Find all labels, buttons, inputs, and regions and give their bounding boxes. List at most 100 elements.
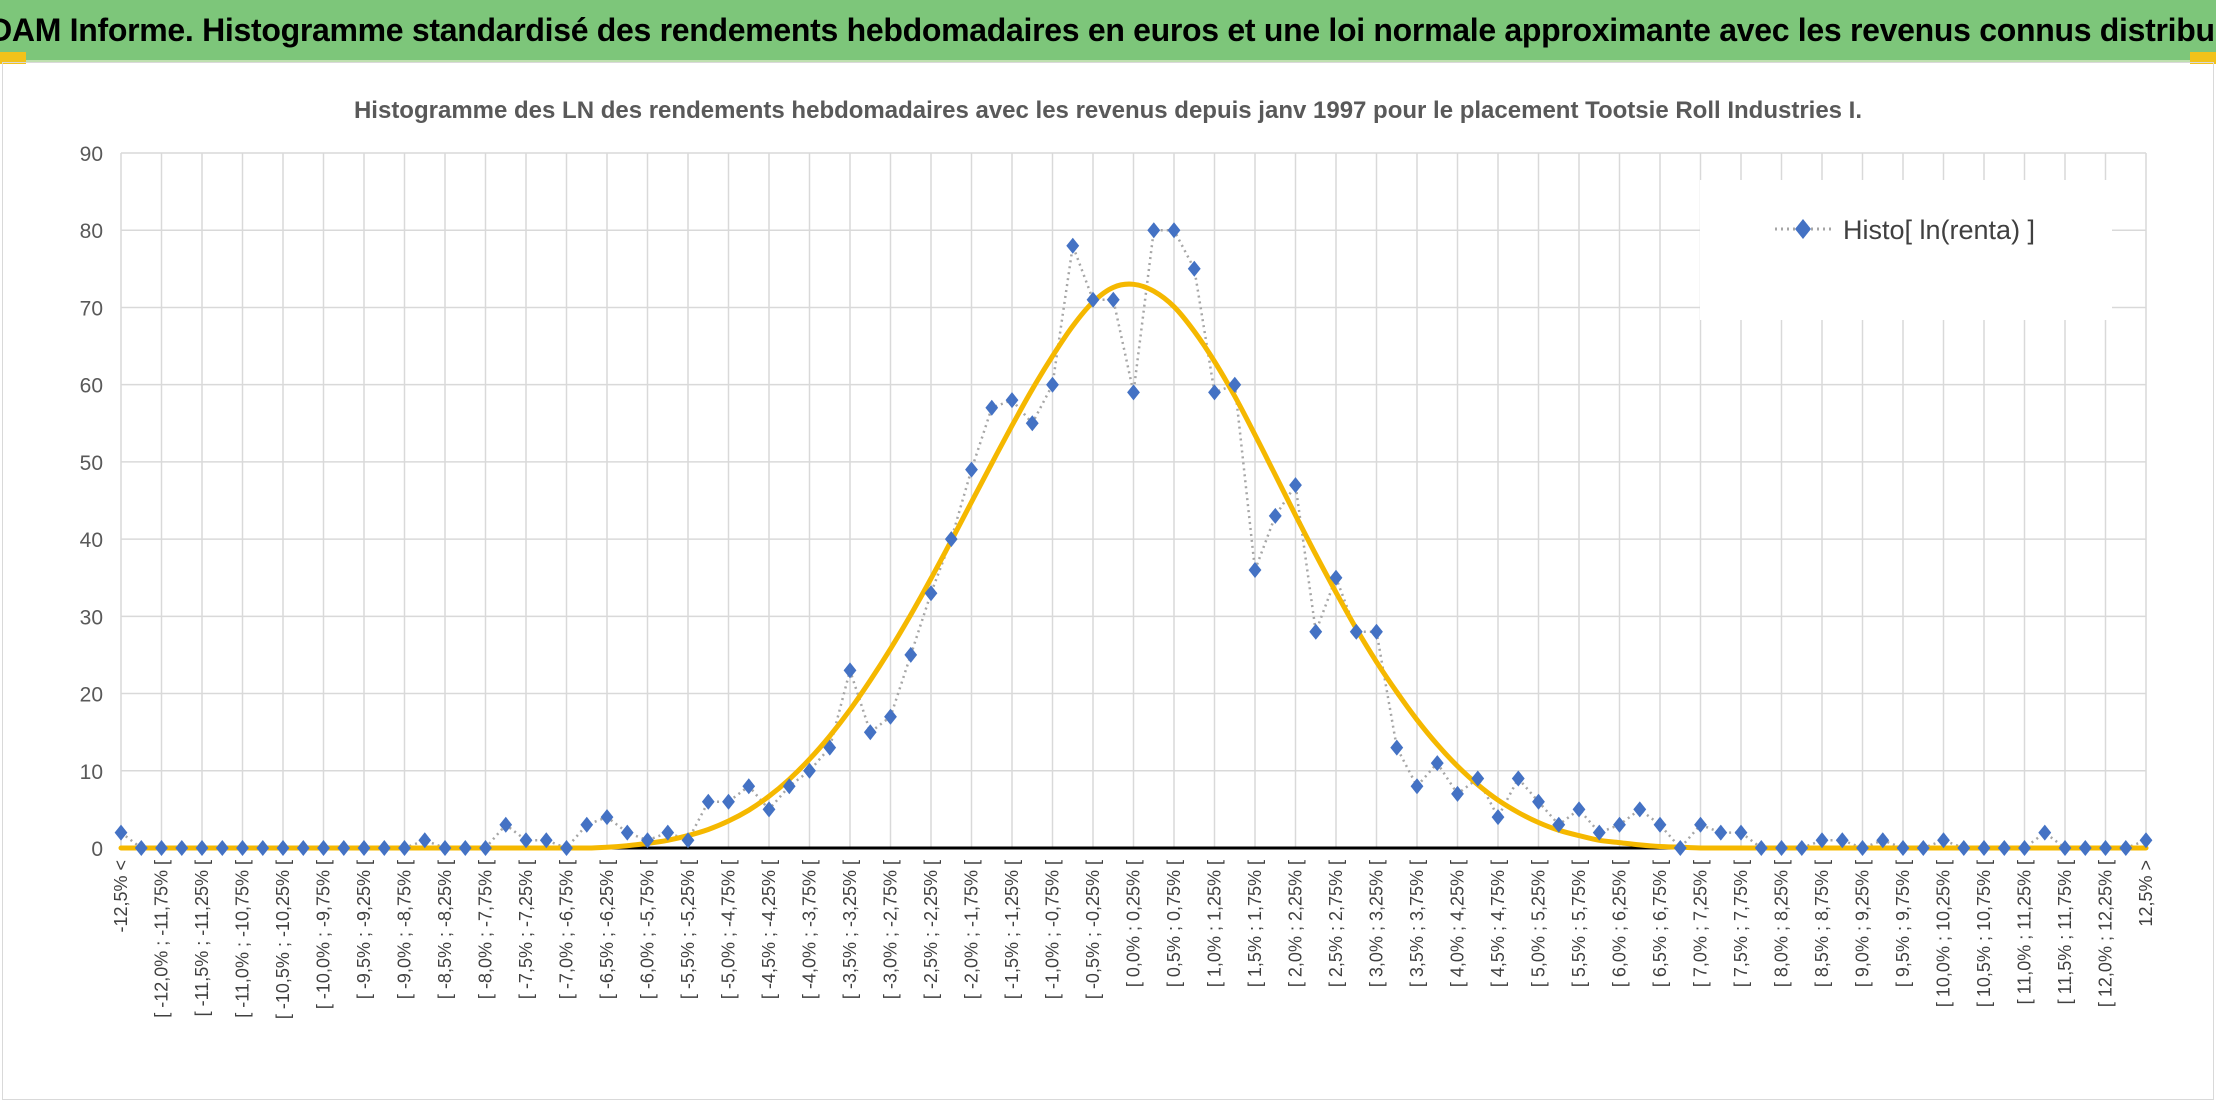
histogram-point xyxy=(580,816,594,833)
report-title: ADAM Informe. Histogramme standardisé de… xyxy=(0,11,2216,48)
histogram-point xyxy=(641,832,654,849)
histogram-point xyxy=(357,840,371,856)
histogram-point xyxy=(418,832,432,849)
histogram-point xyxy=(1410,778,1424,795)
y-tick-label: 10 xyxy=(80,761,103,784)
histogram-point xyxy=(1106,291,1120,308)
histogram-point xyxy=(317,840,330,856)
x-tick-label: [ -12,0% ; -11,75% [ xyxy=(152,860,172,1018)
histogram-point xyxy=(2038,824,2052,841)
histogram-point xyxy=(1025,415,1039,432)
histogram-point xyxy=(1997,840,2011,856)
histogram-point xyxy=(884,708,897,725)
histogram-point xyxy=(1248,562,1262,578)
x-tick-label: [ -11,5% ; -11,25% [ xyxy=(192,860,212,1016)
histogram-point xyxy=(1127,384,1140,401)
histogram-point xyxy=(479,840,492,856)
histogram-point xyxy=(1471,770,1485,787)
histogram-point xyxy=(620,824,634,841)
histogram-point xyxy=(965,461,978,478)
histogram-point xyxy=(1856,840,1869,856)
report-banner: ADAM Informe. Histogramme standardisé de… xyxy=(0,0,2216,62)
x-tick-label: [ 10,0% ; 10,25% [ xyxy=(1934,860,1954,1007)
x-tick-label: [ 9,0% ; 9,25% [ xyxy=(1853,860,1873,987)
histogram-point xyxy=(1511,770,1525,787)
histogram-point xyxy=(1370,623,1383,640)
histogram-point xyxy=(1228,376,1242,393)
histogram-point xyxy=(904,646,918,663)
x-tick-label: [ 7,0% ; 7,25% [ xyxy=(1691,860,1711,987)
histogram-point xyxy=(1430,755,1444,772)
x-tick-label: [ 12,0% ; 12,25% [ xyxy=(2096,860,2116,1007)
y-tick-label: 70 xyxy=(80,297,103,320)
x-tick-label: [ 9,5% ; 9,75% [ xyxy=(1893,860,1913,987)
histogram-point xyxy=(1532,793,1545,810)
x-tick-label: [ 3,5% ; 3,75% [ xyxy=(1407,860,1427,987)
y-tick-label: 90 xyxy=(80,143,103,166)
x-tick-label: [ 0,0% ; 0,25% [ xyxy=(1124,860,1144,987)
histogram-point xyxy=(661,824,675,841)
banner-accent-right xyxy=(2190,52,2216,64)
x-tick-label: [ -4,5% ; -4,25% [ xyxy=(759,860,779,999)
y-tick-label: 50 xyxy=(80,452,103,475)
histogram-point xyxy=(701,793,715,810)
histogram-point xyxy=(195,840,209,856)
x-tick-label: [ 10,5% ; 10,75% [ xyxy=(1974,860,1994,1007)
x-axis-ticks: -12,5% < [ -12,0% ; -11,75% [[ -11,5% ; -… xyxy=(111,860,2156,1019)
x-tick-label: [ 1,0% ; 1,25% [ xyxy=(1205,860,1225,987)
histogram-point xyxy=(1552,816,1566,833)
x-tick-label: [ 0,5% ; 0,75% [ xyxy=(1164,860,1184,987)
histogram-point xyxy=(1876,832,1890,849)
histogram-point xyxy=(1835,832,1849,849)
x-tick-label: [ 8,5% ; 8,75% [ xyxy=(1812,860,1832,987)
x-tick-label: [ 11,5% ; 11,75% [ xyxy=(2055,860,2075,1004)
x-tick-label: [ -5,0% ; -4,75% [ xyxy=(719,860,739,999)
x-tick-label: [ 1,5% ; 1,75% [ xyxy=(1245,860,1265,987)
histogram-point xyxy=(681,832,695,849)
histogram-point xyxy=(519,832,533,849)
legend-marker-diamond xyxy=(1795,219,1811,239)
histogram-point xyxy=(1957,840,1971,856)
histogram-point xyxy=(1066,237,1080,254)
histogram-point xyxy=(782,778,796,795)
histogram-point xyxy=(560,840,573,856)
histogram-point xyxy=(2018,840,2031,856)
histogram-point xyxy=(1491,809,1505,826)
x-tick-label: [ -8,5% ; -8,25% [ xyxy=(435,860,455,999)
histogram-point xyxy=(1916,840,1930,856)
histogram-point xyxy=(296,840,310,856)
y-tick-label: 80 xyxy=(80,220,103,243)
legend: Histo[ ln(renta) ] xyxy=(1700,180,2112,320)
histogram-point xyxy=(2099,840,2112,856)
histogram-point xyxy=(742,778,756,795)
series-layer xyxy=(114,222,2153,856)
histogram-point xyxy=(1208,384,1221,401)
histogram-point xyxy=(1451,785,1464,802)
histogram-point xyxy=(600,809,614,826)
histogram-point xyxy=(762,801,776,818)
histogram-point xyxy=(1795,840,1809,856)
histogram-point xyxy=(1572,801,1586,818)
histogram-point xyxy=(1673,840,1687,856)
x-tick-label: [ -2,0% ; -1,75% [ xyxy=(962,860,982,999)
histogram-point xyxy=(1268,507,1282,524)
x-tick-label: [ 2,5% ; 2,75% [ xyxy=(1326,860,1346,987)
x-tick-label: [ -0,5% ; -0,25% [ xyxy=(1083,860,1103,999)
x-tick-label: [ -5,5% ; -5,25% [ xyxy=(678,860,698,999)
x-tick-label: [ 6,0% ; 6,25% [ xyxy=(1610,860,1630,987)
x-tick-label: [ 8,0% ; 8,25% [ xyxy=(1772,860,1792,987)
histogram-point xyxy=(985,399,999,416)
x-tick-label: [ 11,0% ; 11,25% [ xyxy=(2015,860,2035,1004)
legend-entry-label: Histo[ ln(renta) ] xyxy=(1843,215,2035,245)
x-tick-label: [ 4,0% ; 4,25% [ xyxy=(1448,860,1468,987)
histogram-point xyxy=(1167,222,1181,239)
x-tick-label: 12,5% > xyxy=(2136,860,2156,927)
x-tick-label: [ 7,5% ; 7,75% [ xyxy=(1731,860,1751,987)
histogram-point xyxy=(1633,801,1647,818)
histogram-point xyxy=(1714,824,1728,841)
histogram-point xyxy=(114,824,128,841)
histogram-point xyxy=(438,840,452,856)
x-tick-label: [ -1,5% ; -1,25% [ xyxy=(1002,860,1022,999)
histogram-point xyxy=(1349,623,1363,640)
